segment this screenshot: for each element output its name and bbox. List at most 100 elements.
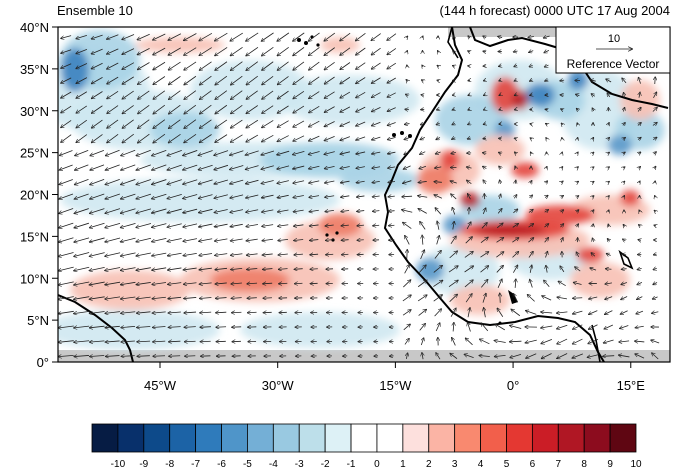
wind-vector [153,76,166,85]
colorbar-swatch [376,423,404,453]
wind-vector [435,167,442,168]
wind-vector [494,355,506,356]
wind-vector [136,282,151,284]
wind-vector [483,153,487,154]
wind-vector [183,179,198,184]
wind-vector [560,266,565,273]
wind-vector [278,210,289,212]
wind-vector [231,90,243,100]
wind-vector [623,108,624,112]
wind-vector [402,196,413,197]
colorbar-swatch [583,423,611,453]
wind-vector [530,181,531,184]
wind-vector [309,106,320,112]
wind-vector [138,104,150,113]
wind-vector [635,326,644,328]
wind-vector [246,224,259,226]
wind-vector [420,250,425,260]
wind-vector [246,32,259,41]
wind-vector [388,152,396,154]
wind-vector [136,267,151,271]
wind-vector [324,91,335,98]
wind-vector [434,182,442,183]
wind-vector [468,36,470,38]
wind-vector [152,312,166,313]
wind-vector [514,80,516,81]
wind-vector [653,137,656,139]
wind-vector [572,353,584,358]
wind-vector [420,137,425,139]
wind-vector [277,76,289,84]
wind-vector [309,165,320,169]
wind-vector [309,76,320,84]
wind-vector [230,209,244,213]
wind-vector [513,209,517,214]
wind-vector [121,208,136,214]
wind-vector [404,137,410,139]
wind-vector [184,90,197,100]
wind-vector [372,121,381,125]
wind-vector [418,209,427,214]
wind-vector [324,121,335,126]
wind-vector [499,66,502,67]
wind-vector [293,61,305,70]
wind-vector [214,194,228,199]
wind-vector [215,298,227,299]
wind-vector [91,34,103,39]
wind-vector [417,295,427,302]
wind-vector [153,33,166,40]
wind-vector [422,235,423,245]
wind-vector [406,94,409,95]
wind-vector [309,196,320,198]
wind-vector [405,236,410,245]
wind-vector [622,78,627,84]
wind-vector [407,51,408,53]
wind-vector [310,269,318,270]
wind-vector [464,280,473,288]
wind-vector [529,51,534,53]
wind-vector [356,91,366,97]
wind-vector [420,152,426,155]
wind-vector [654,254,657,255]
wind-vector [169,90,181,100]
wind-vector [183,268,197,270]
wind-vector [435,152,441,154]
wind-vector [121,326,136,327]
wind-vector [388,181,396,182]
wind-vector [387,92,396,97]
wind-vector [514,195,516,199]
wind-vector [530,279,533,288]
wind-vector [588,339,599,343]
wind-vector [199,253,213,255]
wind-vector [308,151,320,154]
wind-vector [136,237,152,242]
wind-vector [184,312,197,313]
wind-vector [107,62,119,69]
wind-vector [557,324,568,329]
wind-vector [528,251,533,258]
colorbar-label: -10 [111,459,126,470]
wind-vector [590,80,596,81]
wind-vector [340,32,351,41]
wind-vector [557,353,568,359]
wind-vector [464,354,474,359]
wind-vector [309,120,320,127]
wind-vector [138,133,150,143]
wind-vector [137,312,151,313]
wind-vector [215,90,228,100]
wind-vector [76,34,87,38]
wind-vector [246,46,259,55]
wind-vector [75,179,89,184]
wind-vector [621,269,627,270]
wind-vector [184,104,197,114]
wind-vector [231,119,243,128]
wind-vector [577,224,579,227]
wind-vector [184,75,197,84]
wind-vector [293,76,305,85]
wind-vector [262,239,273,240]
wind-vector [90,164,105,170]
wind-vector [340,106,351,112]
wind-vector [58,266,74,271]
wind-vector [465,237,473,244]
wind-vector [450,236,456,245]
